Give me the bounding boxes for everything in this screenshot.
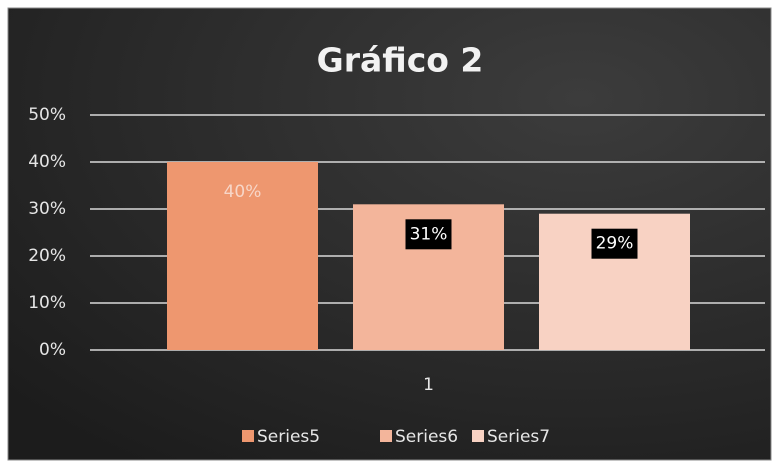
y-tick-label: 50% bbox=[28, 105, 66, 125]
x-tick-label: 1 bbox=[423, 375, 434, 395]
legend-label: Series5 bbox=[257, 427, 320, 447]
chart-title: Gráfico 2 bbox=[317, 41, 484, 80]
value-label: 29% bbox=[596, 234, 634, 254]
y-tick-label: 30% bbox=[28, 199, 66, 219]
legend-label: Series7 bbox=[487, 427, 550, 447]
legend-swatch bbox=[242, 430, 254, 442]
y-tick-label: 20% bbox=[28, 246, 66, 266]
label-box bbox=[591, 228, 638, 259]
label-box bbox=[405, 219, 452, 250]
y-tick-label: 40% bbox=[28, 152, 66, 172]
legend-swatch bbox=[380, 430, 392, 442]
legend-label: Series6 bbox=[395, 427, 458, 447]
y-tick-label: 10% bbox=[28, 293, 66, 313]
value-label: 31% bbox=[410, 224, 448, 244]
y-tick-label: 0% bbox=[39, 340, 66, 360]
bar bbox=[167, 162, 318, 350]
legend-swatch bbox=[472, 430, 484, 442]
value-label: 40% bbox=[224, 182, 262, 202]
